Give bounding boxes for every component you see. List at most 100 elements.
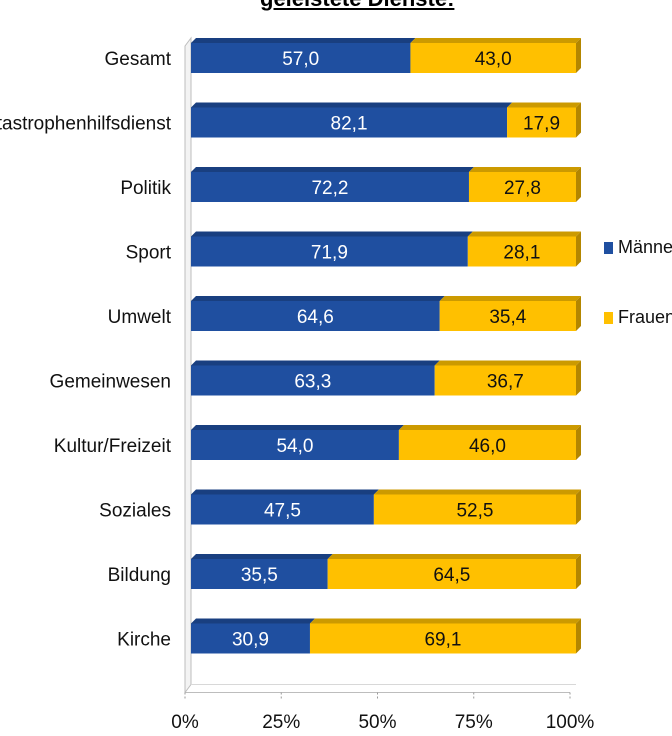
bar-top-face bbox=[191, 167, 474, 172]
bar-side-face bbox=[576, 489, 581, 525]
bar-front-face bbox=[191, 172, 469, 202]
bar-top-face bbox=[327, 554, 581, 559]
data-label: 64,6 bbox=[297, 307, 334, 328]
bar-top-face bbox=[191, 425, 404, 430]
bar-segment-maenner: 30,9 bbox=[191, 618, 315, 654]
bar-segment-frauen: 46,0 bbox=[398, 425, 581, 460]
data-label: 63,3 bbox=[294, 372, 331, 393]
bar-segment-frauen: 69,1 bbox=[309, 618, 581, 654]
data-label: 46,0 bbox=[469, 436, 506, 457]
legend-label: Frauen bbox=[618, 307, 672, 327]
bar-segment-frauen: 43,0 bbox=[410, 38, 581, 73]
data-label: 17,9 bbox=[523, 114, 560, 135]
bar-top-face bbox=[434, 360, 581, 366]
chart-title: geleistete Dienste: bbox=[260, 0, 454, 12]
bar-segment-maenner: 47,5 bbox=[191, 489, 379, 525]
bar-side-face bbox=[576, 296, 581, 331]
category-label: Gemeinwesen bbox=[50, 372, 171, 393]
bar-segment-maenner: 72,2 bbox=[191, 167, 474, 202]
bar-front-face bbox=[191, 559, 328, 589]
legend-label: Männer bbox=[618, 237, 672, 257]
x-tick-label: 25% bbox=[262, 712, 300, 733]
category-label: Sport bbox=[126, 243, 172, 264]
category-label: Kultur/Freizeit bbox=[54, 436, 172, 457]
bar-segment-maenner: 54,0 bbox=[191, 425, 404, 460]
bar-front-face bbox=[327, 559, 576, 589]
bar-top-face bbox=[410, 38, 581, 43]
bar-front-face bbox=[468, 172, 576, 202]
bar-segment-maenner: 63,3 bbox=[191, 360, 440, 396]
bar-front-face bbox=[373, 494, 576, 525]
data-label: 54,0 bbox=[276, 436, 313, 457]
data-label: 28,1 bbox=[503, 243, 540, 264]
x-tick-label: 75% bbox=[455, 712, 493, 733]
category-label: Umwelt bbox=[108, 307, 172, 328]
bar-front-face bbox=[191, 236, 468, 267]
bar-top-face bbox=[467, 231, 581, 237]
bar-segment-maenner: 82,1 bbox=[191, 102, 513, 138]
bar-top-face bbox=[191, 102, 513, 108]
bar-top-face bbox=[191, 360, 440, 366]
bar-front-face bbox=[439, 301, 576, 331]
data-label: 35,5 bbox=[241, 565, 278, 586]
bar-top-face bbox=[468, 167, 581, 172]
x-tick-label: 100% bbox=[546, 712, 595, 733]
data-label: 64,5 bbox=[433, 565, 470, 586]
data-label: 35,4 bbox=[489, 307, 526, 328]
x-axis-ticks: 0% 25% 50% 75% 100% bbox=[171, 692, 595, 733]
bar-top-face bbox=[191, 231, 473, 237]
legend-swatch bbox=[604, 242, 613, 254]
bar-side-face bbox=[576, 102, 581, 138]
x-tick-label: 0% bbox=[171, 712, 199, 733]
bar-top-face bbox=[191, 618, 315, 624]
data-label: 47,5 bbox=[264, 501, 301, 522]
category-label: Katastrophenhilfsdienst bbox=[0, 114, 172, 135]
category-label: Bildung bbox=[108, 565, 171, 586]
bar-front-face bbox=[191, 494, 374, 525]
bar-top-face bbox=[439, 296, 581, 301]
bar-top-face bbox=[191, 554, 333, 559]
bar-front-face bbox=[191, 43, 411, 73]
bar-front-face bbox=[467, 236, 576, 267]
data-label: 71,9 bbox=[311, 243, 348, 264]
data-label: 36,7 bbox=[487, 372, 524, 393]
bar-segment-frauen: 35,4 bbox=[439, 296, 581, 331]
bar-segment-frauen: 52,5 bbox=[373, 489, 581, 525]
category-label: Politik bbox=[120, 178, 171, 199]
legend-swatch bbox=[604, 312, 613, 324]
data-label: 69,1 bbox=[424, 630, 461, 651]
bar-segment-maenner: 64,6 bbox=[191, 296, 445, 331]
bar-top-face bbox=[309, 618, 581, 624]
bar-front-face bbox=[507, 107, 576, 138]
bar-front-face bbox=[309, 623, 576, 654]
bar-front-face bbox=[398, 430, 576, 460]
bar-segment-frauen: 28,1 bbox=[467, 231, 581, 267]
bar-top-face bbox=[191, 38, 416, 43]
bar-side-face bbox=[576, 38, 581, 73]
bar-side-face bbox=[576, 554, 581, 589]
data-label: 52,5 bbox=[456, 501, 493, 522]
bar-top-face bbox=[398, 425, 581, 430]
category-label: Soziales bbox=[99, 501, 171, 522]
bar-segment-frauen: 36,7 bbox=[434, 360, 581, 396]
data-label: 30,9 bbox=[232, 630, 269, 651]
data-label: 82,1 bbox=[331, 114, 368, 135]
bar-segment-maenner: 57,0 bbox=[191, 38, 416, 73]
bar-side-face bbox=[576, 360, 581, 396]
bar-front-face bbox=[191, 623, 310, 654]
bar-side-face bbox=[576, 618, 581, 654]
bar-side-face bbox=[576, 167, 581, 202]
bar-top-face bbox=[191, 296, 445, 301]
bar-top-face bbox=[191, 489, 379, 495]
plot-left-wall bbox=[184, 36, 192, 694]
category-labels: Gesamt Katastrophenhilfsdienst Politik Spor… bbox=[0, 49, 172, 651]
bar-front-face bbox=[191, 107, 508, 138]
data-label: 57,0 bbox=[282, 49, 319, 70]
bar-front-face bbox=[191, 301, 440, 331]
bar-front-face bbox=[410, 43, 576, 73]
category-label: Kirche bbox=[117, 630, 171, 651]
bar-top-face bbox=[507, 102, 581, 108]
bar-front-face bbox=[191, 365, 435, 396]
bar-side-face bbox=[576, 231, 581, 267]
